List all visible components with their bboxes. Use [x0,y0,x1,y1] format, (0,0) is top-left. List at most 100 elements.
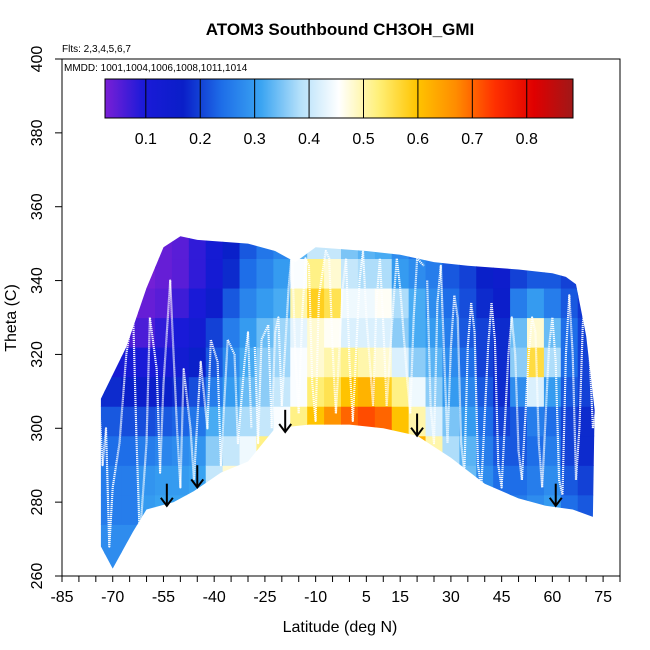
heatmap-cell [595,436,613,466]
y-tick-label: 380 [29,119,46,146]
colorbar-tick-label: 0.7 [461,131,483,148]
heatmap-cell [560,236,579,260]
heatmap-cell [155,258,173,289]
heatmap-cell [324,435,342,466]
heatmap-cell [357,258,376,289]
heatmap-cell [510,287,528,319]
heatmap-cell [188,524,207,555]
heatmap-cell [138,406,156,437]
heatmap-cell [510,524,528,555]
heatmap-cell [256,524,274,555]
heatmap-cell [374,317,393,348]
heatmap-cell [425,236,444,260]
heatmap-cell [341,287,359,319]
heatmap-cell [374,376,393,407]
heatmap-cell [425,465,444,496]
heatmap-cell [409,199,427,229]
heatmap-cell [239,406,258,437]
heatmap-cell [391,258,410,289]
heatmap-cell [459,494,477,525]
x-tick-label: 15 [391,589,409,606]
heatmap-cell [459,376,477,407]
heatmap-cell [171,236,190,260]
x-tick-label: -85 [50,589,73,606]
heatmap-cell [374,435,393,466]
heatmap-cell [510,236,528,260]
heatmap-cell [121,317,139,348]
heatmap-cell [527,435,545,466]
heatmap-cell [155,199,173,229]
heatmap-cell [100,287,105,319]
heatmap-cell [341,494,359,525]
heatmap-cell [408,287,427,319]
heatmap-cell [189,199,207,229]
heatmap-cell [290,258,308,289]
heatmap-cell [222,465,241,496]
heatmap-cell [307,494,325,525]
heatmap-cell [138,199,156,229]
heatmap-cell [577,347,595,378]
heatmap-cell [527,524,545,555]
heatmap-cell [392,199,410,229]
heatmap-cell [357,435,376,466]
heatmap-cell [324,524,342,555]
x-tick-label: -70 [101,589,124,606]
heatmap-cell [240,199,258,229]
heatmap-cell [595,199,613,229]
heatmap-cell [155,236,173,260]
heatmap-cell [560,524,579,555]
heatmap-cell [527,494,545,525]
flight-track [426,264,595,496]
heatmap-cell [543,347,562,378]
heatmap-cell [87,199,105,229]
heatmap-cell [223,199,241,229]
heatmap-cell [239,435,258,466]
heatmap-cell [408,494,427,525]
heatmap-cell [510,317,528,348]
heatmap-cell [543,435,562,466]
y-tick-label: 300 [29,415,46,442]
heatmap-cell [100,406,105,437]
heatmap-cell [425,435,444,466]
heatmap-cell [205,317,224,348]
heatmap-cell [104,347,122,378]
y-axis-label: Theta (C) [3,284,20,352]
heatmap-cell [256,406,274,437]
heatmap-cell [104,524,122,555]
heatmap-cell [374,524,393,555]
flights-note: Flts: 2,3,4,5,6,7 [62,44,131,55]
heatmap-cell [391,524,410,555]
heatmap-cell [476,287,494,319]
plot-frame [61,58,621,577]
heatmap-cell [100,236,105,260]
heatmap-cell [459,406,477,437]
heatmap-cell [560,494,579,525]
heatmap-cell [595,258,613,288]
heatmap-cell [459,199,477,229]
heatmap-cell [357,347,376,378]
heatmap-cell [357,494,376,525]
heatmap-cell [171,376,190,407]
heatmap-cell [273,236,291,260]
arrow-head [548,497,563,508]
heatmap-cell [172,199,190,229]
heatmap-cell [188,287,207,319]
heatmap-cell [493,287,511,319]
heatmap-cell [138,258,156,289]
arrow-head [278,423,293,434]
heatmap-cell [358,199,376,229]
heatmap-cell [324,406,342,437]
colorbar [104,78,574,119]
heatmap-cell [595,406,613,436]
heatmap-cell [290,347,308,378]
heatmap-cell [476,435,494,466]
heatmap-cell [100,317,105,348]
heatmap-cell [577,465,595,496]
heatmap-cell [577,524,595,555]
heatmap-cell [442,199,460,229]
heatmap-cell [341,199,359,229]
heatmap-cell [155,376,173,407]
heatmap-cell [290,494,308,525]
heatmap-cell [290,317,308,348]
heatmap-cell [543,287,562,319]
